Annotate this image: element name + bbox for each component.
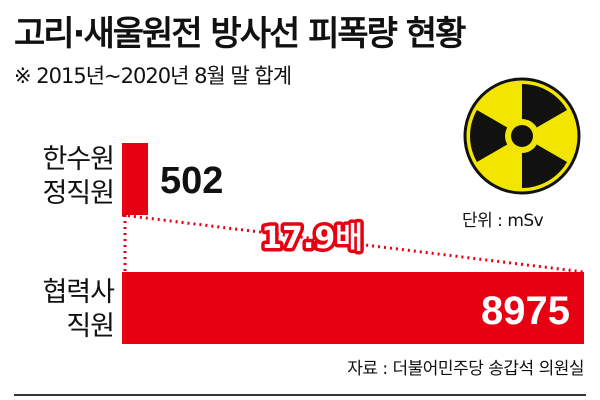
value-label-0: 502 [160, 160, 223, 202]
source-note: 자료 : 더불어민주당 송갑석 의원실 [347, 359, 584, 379]
radiation-trefoil-icon [463, 77, 581, 195]
category-label-1-line-2: 직원 [66, 311, 115, 342]
chart-subtitle: ※ 2015년~2020년 8월 말 합계 [14, 64, 292, 88]
bar-0 [122, 143, 148, 215]
category-label-0-line-2: 정직원 [42, 178, 115, 209]
category-label-0-line-1: 한수원 [42, 144, 115, 175]
bottom-divider [14, 394, 586, 396]
category-label-0: 한수원 정직원 [14, 143, 115, 211]
ratio-label: 17.9배 [261, 221, 363, 256]
unit-label: 단위 : mSv [462, 211, 544, 231]
bar-1 [122, 272, 584, 344]
chart-title: 고리·새울원전 방사선 피폭량 현황 [14, 14, 466, 54]
category-label-1-line-1: 협력사 [42, 277, 115, 308]
category-label-1: 협력사 직원 [14, 276, 115, 344]
value-label-1: 8975 [481, 289, 570, 333]
